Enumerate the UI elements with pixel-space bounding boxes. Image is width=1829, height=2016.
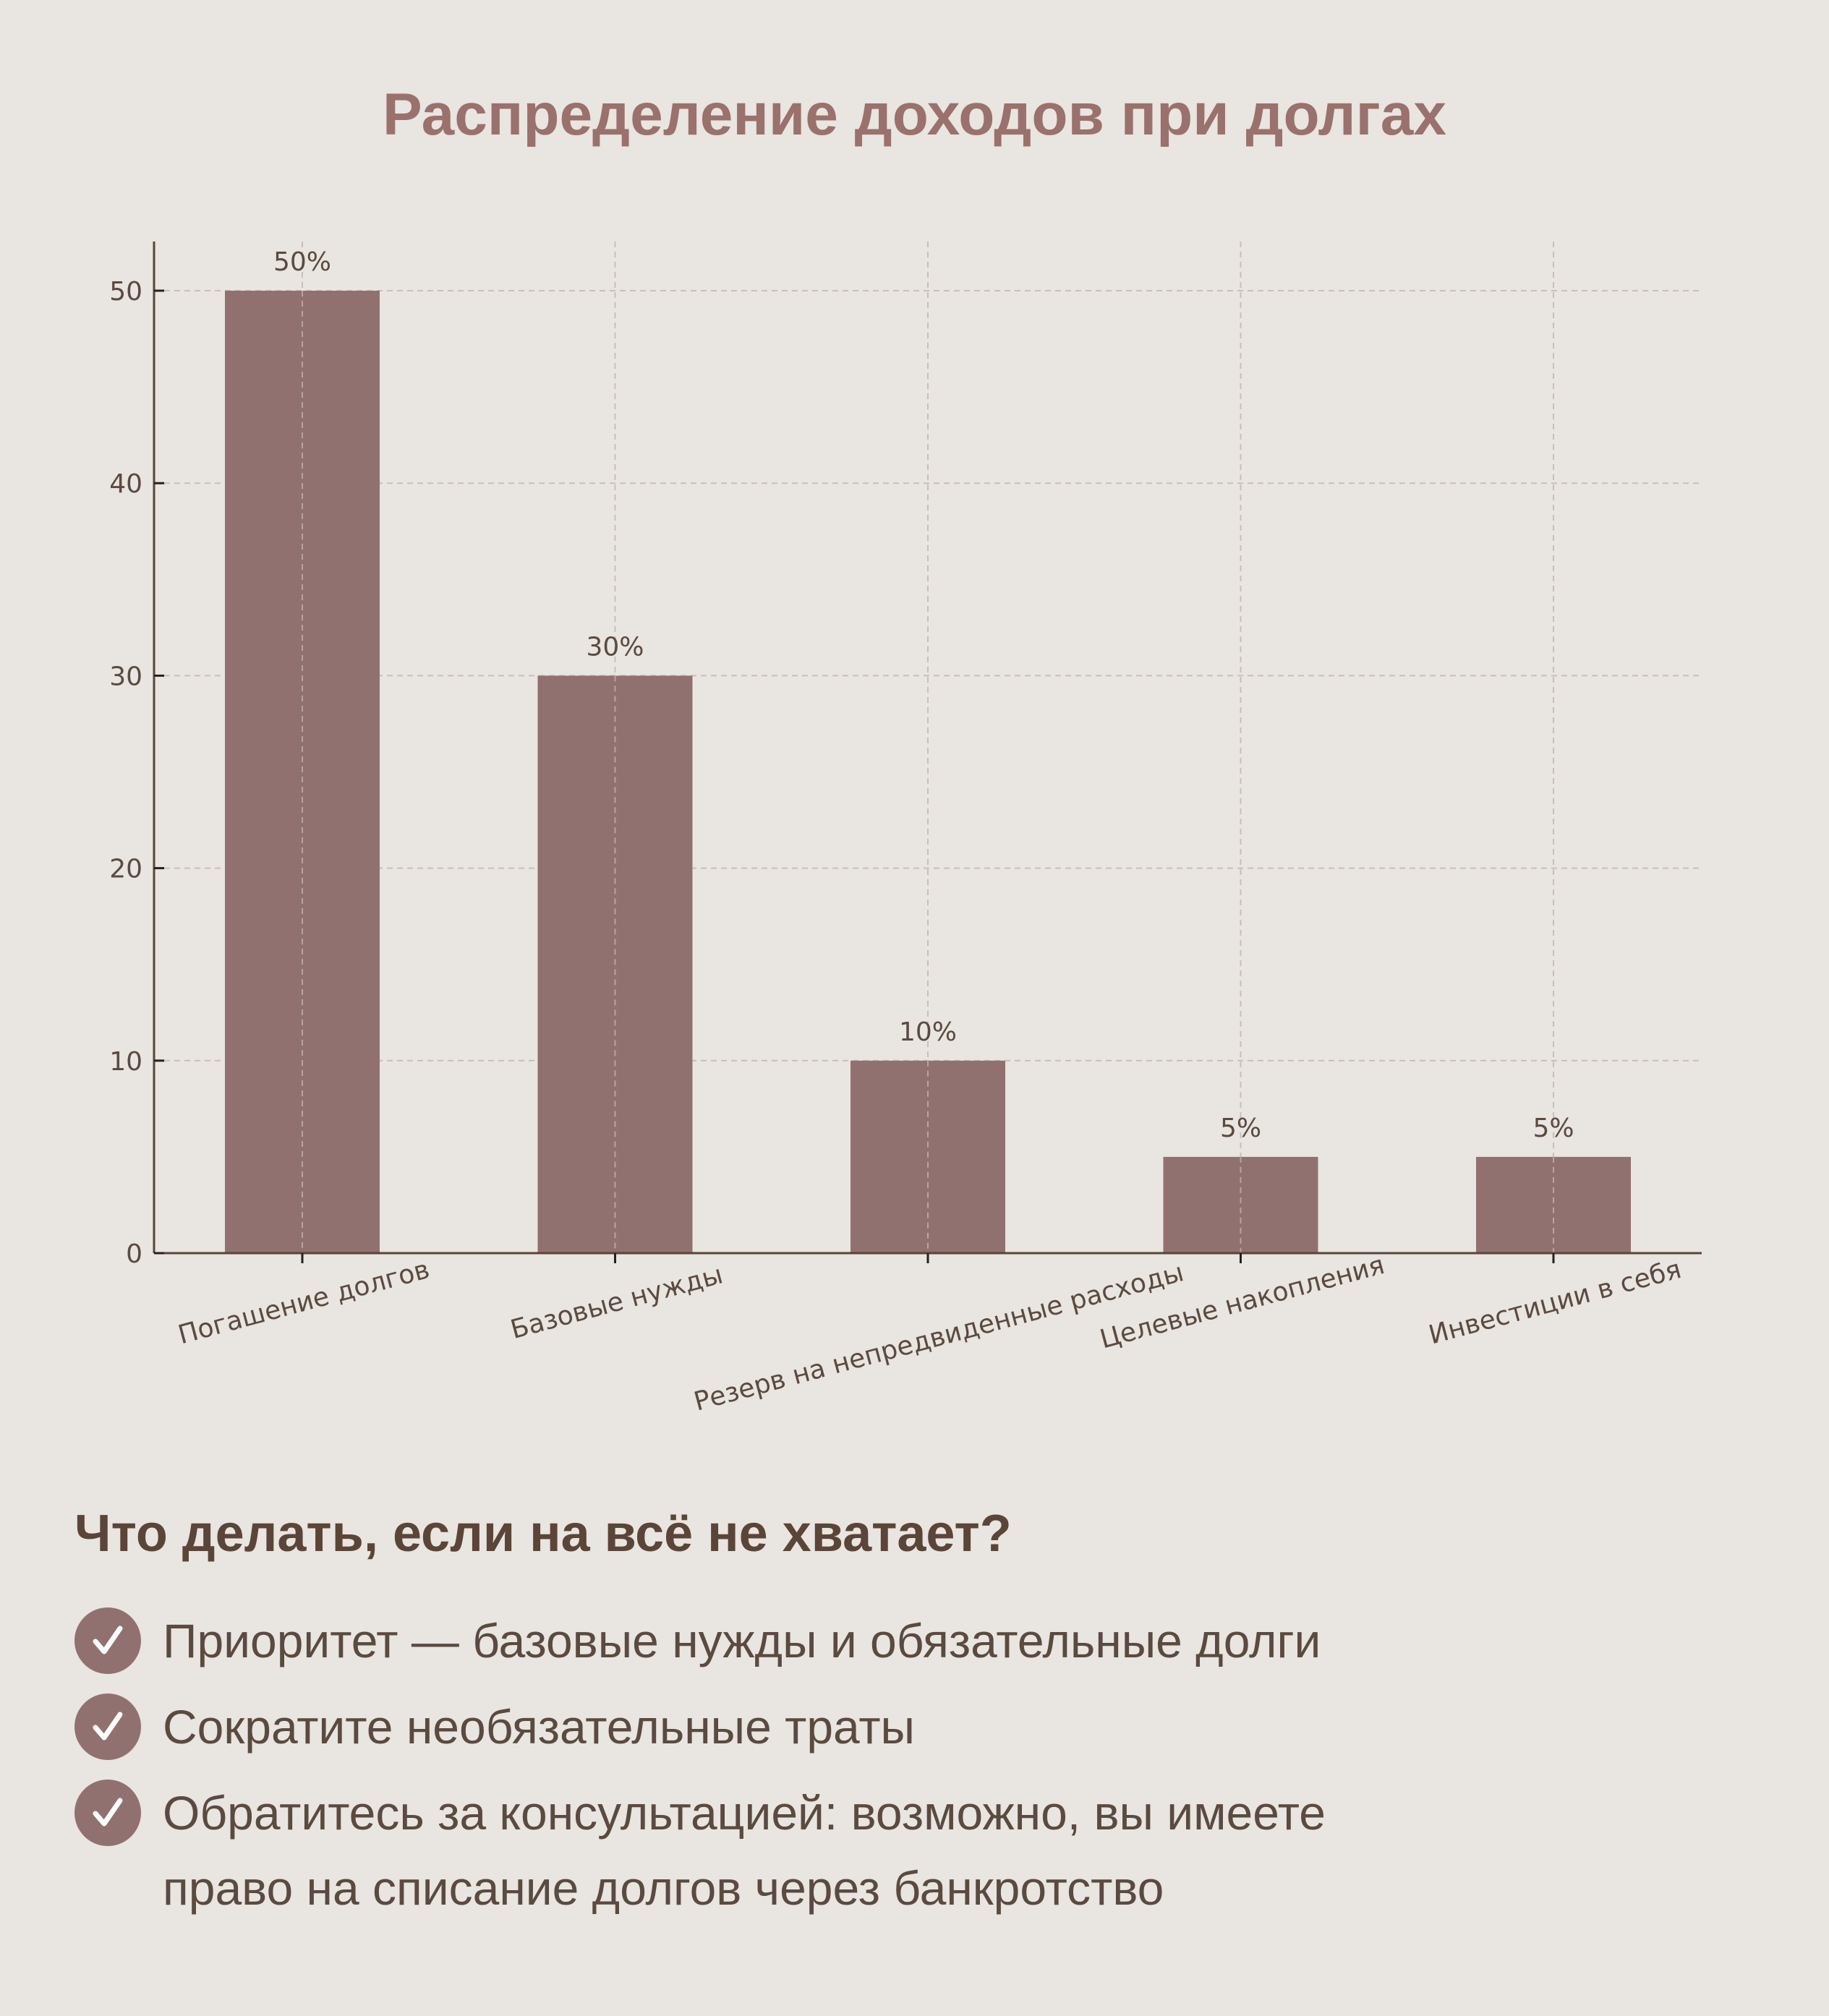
data-label: 5%: [1532, 1114, 1574, 1143]
x-tick-label: Погашение долгов: [175, 1255, 432, 1350]
y-tick-label: 40: [109, 469, 142, 499]
tip-text: Обратитесь за консультацией: возможно, в…: [163, 1786, 1326, 1915]
bar: [1476, 1156, 1631, 1253]
data-label: 10%: [899, 1017, 957, 1047]
y-tick-label: 0: [126, 1239, 142, 1269]
y-tick-label: 30: [109, 662, 142, 691]
checkmark-icon: [74, 1693, 141, 1760]
y-tick-label: 50: [109, 277, 142, 307]
y-tick-label: 10: [109, 1047, 142, 1077]
bar: [1163, 1156, 1318, 1253]
y-tick-label: 20: [109, 855, 142, 884]
tip-text: Сократите необязательные траты: [163, 1700, 915, 1754]
x-tick-label: Целевые накопления: [1097, 1250, 1388, 1354]
tip-text: Приоритет — базовые нужды и обязательные…: [163, 1614, 1321, 1667]
tip-item: Приоритет — базовые нужды и обязательные…: [74, 1607, 1537, 1678]
bar-chart: 0 10 20 30 40 50 50% Погашение долгов 30% Базовые…: [109, 242, 1702, 1417]
data-label: 5%: [1220, 1114, 1261, 1143]
tip-item: Обратитесь за консультацией: возможно, в…: [74, 1780, 1450, 1926]
chart-title: Распределение доходов при долгах: [383, 82, 1446, 148]
checkmark-icon: [74, 1607, 141, 1674]
data-label: 30%: [586, 632, 644, 662]
data-label: 50%: [273, 247, 331, 277]
x-tick-label: Базовые нужды: [508, 1260, 726, 1345]
checkmark-icon: [74, 1780, 141, 1846]
x-tick-label: Инвестиции в себя: [1425, 1255, 1684, 1351]
tips-heading: Что делать, если на всё не хватает?: [74, 1505, 1012, 1563]
tip-item: Сократите необязательные траты: [74, 1693, 1537, 1764]
